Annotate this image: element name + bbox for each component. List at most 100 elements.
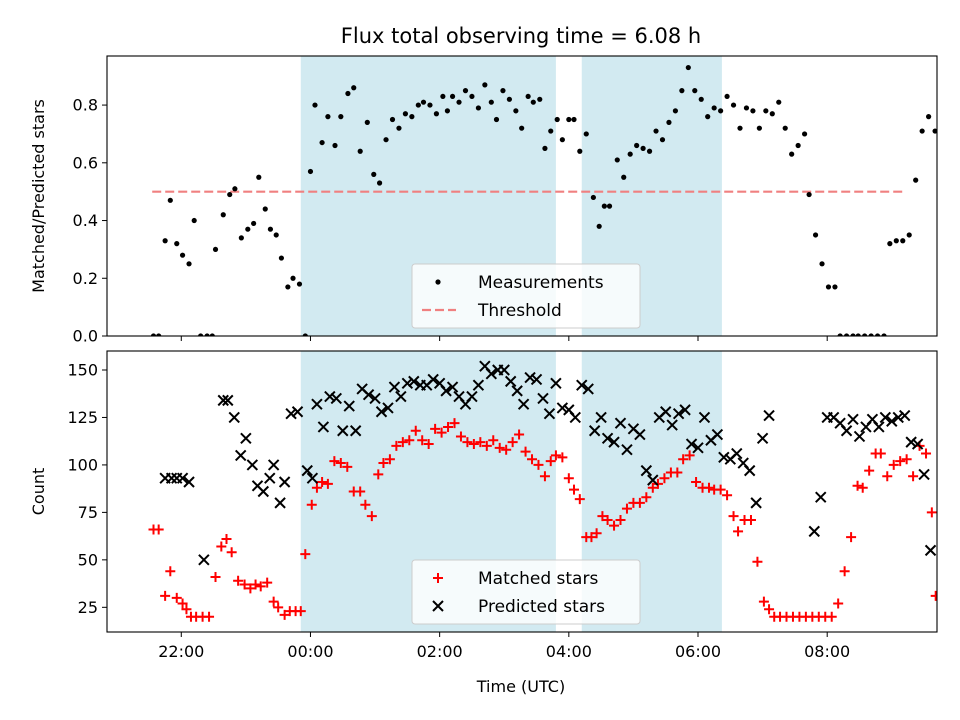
data-point (183, 476, 195, 488)
data-point (371, 171, 377, 177)
data-point (666, 419, 678, 431)
data-point (160, 590, 171, 601)
data-point (279, 609, 290, 620)
data-point (621, 444, 633, 456)
data-point (220, 212, 226, 218)
data-point (715, 484, 726, 495)
data-point (583, 131, 589, 137)
data-point (176, 472, 189, 484)
data-point (879, 411, 892, 424)
data-point (440, 385, 452, 397)
data-point (745, 514, 756, 525)
data-point (167, 197, 173, 203)
data-point (462, 88, 469, 94)
data-point (812, 232, 819, 238)
data-point (756, 432, 769, 445)
data-point (855, 333, 861, 336)
data-point (162, 238, 168, 244)
data-point (641, 492, 652, 503)
data-point (342, 461, 353, 472)
data-point (763, 108, 769, 114)
data-point (375, 406, 388, 418)
data-point (862, 333, 868, 336)
data-point (520, 446, 531, 457)
data-point (493, 116, 500, 123)
data-point (833, 598, 844, 609)
data-point (357, 148, 363, 154)
data-point (264, 472, 276, 484)
data-point (724, 93, 730, 100)
data-point (267, 459, 280, 471)
data-point (627, 151, 633, 157)
legend-label: Matched stars (478, 569, 598, 589)
data-point (530, 373, 543, 386)
data-point (517, 398, 530, 410)
data-point (868, 333, 874, 336)
data-point (524, 371, 536, 384)
data-point (475, 105, 482, 111)
axes-frame (106, 55, 938, 337)
data-point (692, 88, 698, 94)
data-point (672, 467, 683, 478)
data-point (475, 437, 486, 448)
data-point (245, 583, 256, 594)
data-point (776, 99, 782, 105)
y-axis-label: Count (29, 468, 48, 516)
data-point (209, 333, 215, 336)
data-point (198, 333, 204, 336)
y-axis-label: Matched/Predicted stars (29, 99, 48, 293)
data-point (360, 499, 371, 510)
data-point (819, 261, 825, 267)
data-point (815, 491, 827, 503)
data-point (285, 407, 297, 420)
data-point (444, 108, 450, 114)
data-point (291, 406, 304, 418)
y-tick-label: 150 (67, 360, 98, 379)
data-point (427, 102, 433, 108)
data-point (245, 226, 251, 232)
data-point (302, 333, 308, 336)
data-point (290, 275, 296, 281)
data-point (577, 148, 583, 154)
data-point (388, 381, 401, 393)
data-point (382, 402, 394, 414)
legend-swatch (435, 279, 441, 285)
data-point (653, 128, 659, 134)
data-point (722, 490, 733, 501)
data-point (430, 423, 441, 434)
data-point (440, 93, 446, 100)
data-point (533, 459, 544, 470)
data-point (837, 333, 843, 336)
data-point (401, 377, 414, 389)
data-point (926, 114, 932, 120)
data-point (273, 602, 284, 613)
data-point (881, 333, 887, 336)
legend-label: Threshold (477, 301, 562, 321)
data-point (566, 116, 572, 123)
data-point (615, 514, 626, 525)
data-point (319, 139, 325, 146)
y-tick-label: 0.0 (73, 327, 98, 346)
data-point (488, 435, 499, 446)
data-point (550, 377, 562, 389)
data-point (481, 440, 492, 451)
data-point (887, 241, 893, 247)
data-point (234, 449, 247, 462)
data-point (408, 375, 420, 388)
data-point (691, 477, 702, 488)
data-point (186, 261, 192, 267)
chart-title: Flux total observing time = 6.08 h (341, 24, 701, 48)
y-tick-label: 50 (78, 550, 98, 569)
data-point (756, 125, 762, 131)
data-point (733, 526, 744, 537)
data-point (362, 388, 375, 401)
data-point (711, 428, 724, 441)
data-point (591, 528, 602, 539)
data-point (246, 459, 259, 471)
data-point (875, 448, 886, 459)
data-point (210, 571, 221, 582)
data-point (743, 464, 756, 477)
data-point (764, 604, 775, 615)
x-tick-label: 04:00 (546, 642, 592, 661)
data-point (698, 96, 704, 102)
